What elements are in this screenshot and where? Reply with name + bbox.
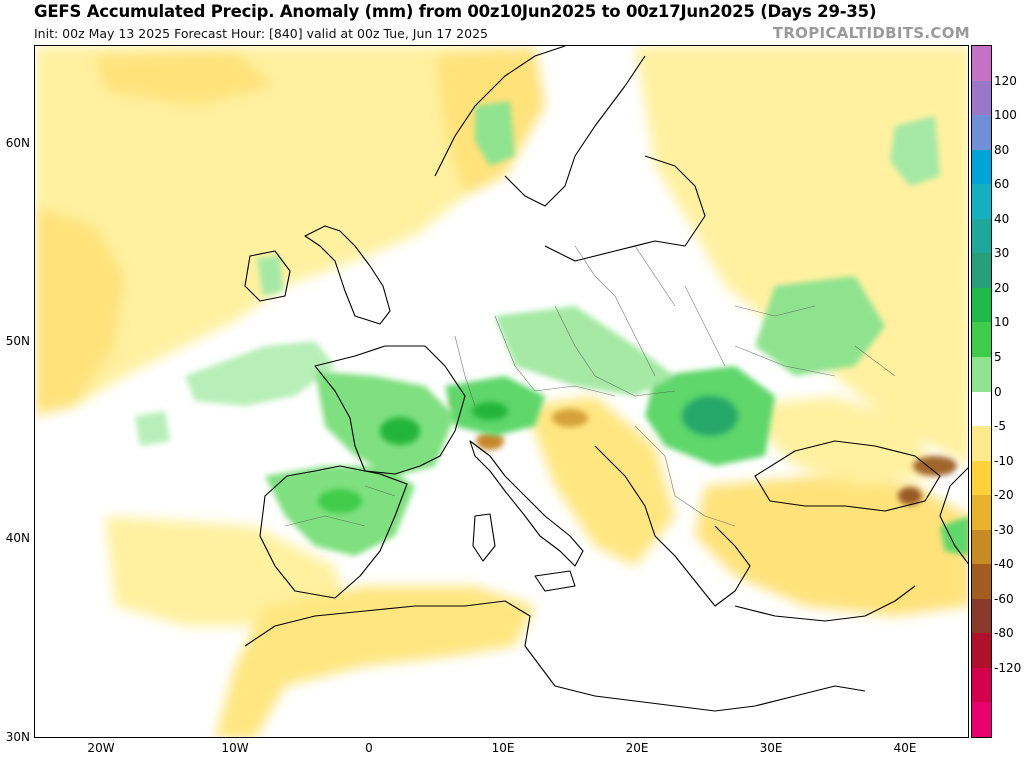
colorbar-segment — [972, 702, 991, 738]
dry-field-north-atlantic — [95, 51, 275, 106]
colorbar-segment — [972, 391, 991, 427]
coastlines — [244, 46, 968, 712]
coastline-turkey-south — [734, 585, 916, 622]
colorbar-tick-label: 10 — [994, 315, 1010, 330]
lon-label-10e: 10E — [491, 741, 515, 755]
coastline-caspian — [939, 467, 968, 565]
coastline-black-sea — [754, 440, 941, 512]
lat-label-40n: 40N — [5, 531, 30, 545]
colorbar-segment — [972, 253, 991, 289]
colorbar-tick-label: 5 — [994, 349, 1002, 364]
colorbar-segment — [972, 115, 991, 151]
colorbar-segment — [972, 495, 991, 531]
colorbar-segment — [972, 46, 991, 82]
colorbar-tick-label: 20 — [994, 280, 1010, 295]
colorbar-segment — [972, 80, 991, 116]
lon-label-20w: 20W — [87, 741, 115, 755]
coastline-ireland — [244, 250, 291, 302]
coastline-sardinia — [472, 513, 496, 562]
wet-anomaly-fields — [135, 101, 968, 556]
wet-core-france — [380, 417, 420, 445]
lon-label-30e: 30E — [759, 741, 783, 755]
colorbar-tick-label: 60 — [994, 177, 1010, 192]
dry-patch-caucasus-2 — [898, 487, 922, 505]
strong-wet-cores — [318, 396, 738, 513]
colorbar-tick-label: -80 — [994, 626, 1014, 641]
coastline-iberia — [259, 465, 408, 599]
wet-core-hungary — [682, 396, 738, 436]
colorbar-segment — [972, 218, 991, 254]
coastline-italy — [469, 440, 584, 567]
colorbar-tick-label: -120 — [994, 660, 1022, 675]
map-subtitle: Init: 00z May 13 2025 Forecast Hour: [84… — [34, 26, 488, 41]
colorbar-tick-label: -60 — [994, 591, 1014, 606]
colorbar-tick-label: -5 — [994, 419, 1006, 434]
precip-anomaly-map — [34, 45, 969, 738]
coastline-balkans — [594, 445, 751, 607]
lat-label-50n: 50N — [5, 334, 30, 348]
dry-field-iberia-south — [105, 516, 345, 626]
colorbar-tick-label: 80 — [994, 142, 1010, 157]
colorbar-tick-label: -10 — [994, 453, 1014, 468]
coastline-north-africa — [244, 600, 866, 712]
wet-field-belarus — [755, 276, 885, 376]
colorbar-segment — [972, 287, 991, 323]
colorbar-segment — [972, 667, 991, 703]
wet-field-ireland — [257, 256, 283, 296]
lat-label-60n: 60N — [5, 136, 30, 150]
colorbar-segment — [972, 529, 991, 565]
colorbar-tick-label: -20 — [994, 488, 1014, 503]
map-title: GEFS Accumulated Precip. Anomaly (mm) fr… — [34, 2, 877, 21]
map-canvas — [35, 46, 968, 737]
colorbar-tick-label: 120 — [994, 73, 1017, 88]
colorbar-segment — [972, 184, 991, 220]
wet-field-russia-north — [890, 116, 940, 186]
colorbar-segment — [972, 598, 991, 634]
wet-field-atlantic — [185, 341, 335, 406]
dry-field-russia — [635, 46, 968, 465]
coastline-france — [314, 345, 466, 475]
wet-field-georgia — [940, 516, 968, 556]
lon-label-20e: 20E — [625, 741, 649, 755]
colorbar-tick-label: 40 — [994, 211, 1010, 226]
country-borders — [284, 245, 896, 527]
lon-label-0: 0 — [365, 741, 373, 755]
dry-field-balkans — [525, 396, 675, 566]
wet-field-central-europe — [495, 306, 675, 396]
lat-label-30n: 30N — [5, 730, 30, 744]
colorbar-tick-label: 30 — [994, 246, 1010, 261]
dry-field-turkey — [695, 476, 968, 616]
colorbar-segment — [972, 460, 991, 496]
lon-label-40e: 40E — [893, 741, 917, 755]
brand-watermark: TROPICALTIDBITS.COM — [772, 24, 970, 42]
colorbar-segment — [972, 322, 991, 358]
dry-patch-slovenia — [552, 409, 588, 427]
colorbar-segment — [972, 633, 991, 669]
lon-label-10w: 10W — [221, 741, 249, 755]
wet-core-iberia — [318, 489, 362, 513]
dry-field-atlantic — [35, 46, 505, 416]
dry-anomaly-fields — [35, 46, 968, 737]
coastline-scandinavia — [434, 46, 646, 207]
colorbar-segment — [972, 564, 991, 600]
coastline-sicily — [534, 570, 576, 592]
wet-field-west-atlantic — [135, 411, 170, 446]
wet-field-norway — [475, 101, 515, 166]
colorbar-segment — [972, 426, 991, 462]
dry-patch-caucasus-1 — [913, 456, 957, 476]
dry-patch-north-italy — [476, 432, 504, 450]
colorbar-tick-label: -40 — [994, 557, 1014, 572]
coastline-baltic — [544, 155, 706, 262]
colorbar-segment — [972, 356, 991, 392]
coastline-britain — [304, 225, 391, 325]
dry-field-atlantic-strong — [35, 206, 125, 416]
colorbar-tick-label: 0 — [994, 384, 1002, 399]
colorbar-tick-label: -30 — [994, 522, 1014, 537]
colorbar-segment — [972, 149, 991, 185]
colorbar-tick-label: 100 — [994, 108, 1017, 123]
wet-core-alps — [472, 402, 508, 420]
colorbar-legend — [971, 45, 992, 738]
dry-field-north-africa — [215, 586, 535, 737]
